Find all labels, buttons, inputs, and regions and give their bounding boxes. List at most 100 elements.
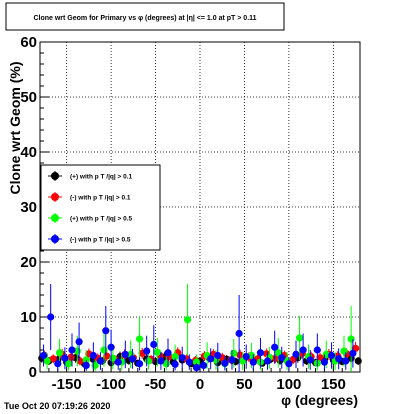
x-tick-label: 0 bbox=[196, 376, 204, 393]
data-point bbox=[128, 355, 137, 363]
data-point bbox=[75, 338, 83, 346]
data-point bbox=[164, 349, 172, 357]
data-point bbox=[249, 358, 257, 366]
data-point bbox=[285, 360, 293, 368]
data-point bbox=[114, 358, 122, 366]
data-point bbox=[335, 355, 343, 363]
axis-ticks: -150 -100 -50 0 50 100 150 0 10 20 30 40 50 60 bbox=[20, 34, 361, 393]
legend-entry: (+) with p T /|q| > 0.1 bbox=[48, 171, 133, 181]
x-tick-label: 150 bbox=[321, 376, 346, 393]
data-point bbox=[192, 358, 201, 366]
x-tick-label: -150 bbox=[52, 376, 82, 393]
data-point bbox=[327, 351, 336, 360]
legend-marker bbox=[51, 172, 59, 180]
data-point bbox=[153, 348, 161, 356]
legend-label: (-) with p T /|q| > 0.1 bbox=[70, 195, 131, 202]
title-box: Clone wrt Geom for Primary vs φ (degrees… bbox=[5, 2, 285, 31]
data-point bbox=[183, 316, 192, 324]
data-point bbox=[157, 357, 165, 365]
data-point bbox=[55, 349, 64, 357]
data-layer bbox=[38, 284, 362, 372]
legend-label: (+) with p T /|q| > 0.1 bbox=[70, 174, 133, 181]
data-point bbox=[340, 347, 348, 355]
data-point bbox=[313, 346, 321, 354]
data-point bbox=[49, 355, 57, 363]
data-point bbox=[39, 351, 48, 360]
data-point bbox=[278, 354, 286, 362]
data-point bbox=[100, 346, 108, 354]
data-point bbox=[295, 334, 304, 342]
data-point bbox=[349, 349, 357, 357]
data-point bbox=[89, 351, 97, 360]
data-point bbox=[76, 357, 84, 365]
data-point bbox=[230, 349, 238, 357]
data-point bbox=[236, 351, 244, 359]
x-axis-title: φ (degrees) bbox=[281, 392, 358, 408]
x-tick-label: 50 bbox=[236, 376, 253, 393]
legend-marker bbox=[51, 214, 59, 222]
data-point bbox=[235, 329, 243, 338]
data-point bbox=[107, 343, 115, 351]
timestamp: Tue Oct 20 07:19:26 2020 bbox=[4, 401, 110, 411]
data-point bbox=[67, 353, 75, 361]
data-point bbox=[342, 357, 350, 365]
data-point bbox=[199, 361, 208, 369]
data-point bbox=[54, 360, 62, 368]
data-point bbox=[256, 349, 265, 357]
x-tick-label: -50 bbox=[145, 376, 167, 393]
legend-entry: (-) with p T /|q| > 0.1 bbox=[48, 192, 131, 202]
data-point bbox=[103, 352, 111, 360]
data-point bbox=[61, 354, 69, 362]
data-point bbox=[43, 357, 51, 365]
data-point bbox=[306, 356, 314, 364]
data-point bbox=[192, 364, 201, 372]
y-tick-label: 50 bbox=[20, 89, 37, 106]
data-point bbox=[271, 343, 279, 351]
legend-box bbox=[40, 164, 161, 251]
data-point bbox=[171, 353, 179, 361]
legend-marker bbox=[51, 193, 59, 201]
legend-entry: (-) with p T /|q| > 0.5 bbox=[48, 234, 131, 244]
data-point bbox=[316, 354, 324, 362]
series-4 bbox=[39, 284, 357, 372]
data-point bbox=[263, 357, 272, 365]
data-point bbox=[150, 340, 158, 349]
data-point bbox=[354, 357, 362, 365]
chart-title: Clone wrt Geom for Primary vs φ (degrees… bbox=[33, 15, 256, 22]
data-point bbox=[347, 335, 355, 343]
data-point bbox=[185, 358, 193, 366]
data-point bbox=[47, 313, 55, 321]
data-point bbox=[242, 353, 250, 361]
y-tick-label: 60 bbox=[20, 34, 37, 51]
legend-label: (-) with p T /|q| > 0.5 bbox=[70, 237, 131, 244]
data-point bbox=[271, 354, 280, 362]
y-tick-label: 40 bbox=[20, 144, 37, 161]
x-tick-label: 100 bbox=[276, 376, 301, 393]
data-point bbox=[221, 359, 229, 367]
data-point bbox=[102, 327, 110, 335]
data-point bbox=[274, 349, 282, 357]
y-tick-label: 30 bbox=[20, 199, 37, 216]
data-point bbox=[135, 360, 144, 368]
data-point bbox=[143, 347, 151, 355]
data-point bbox=[228, 356, 236, 364]
y-axis-title: Clone wrt Geom (%) bbox=[7, 61, 23, 194]
data-point bbox=[299, 346, 307, 354]
y-tick-label: 0 bbox=[29, 364, 37, 381]
data-point bbox=[96, 357, 105, 365]
y-tick-label: 20 bbox=[20, 254, 37, 271]
legend-marker bbox=[51, 235, 59, 243]
data-point bbox=[207, 355, 215, 363]
legend-label: (+) with p T /|q| > 0.5 bbox=[70, 216, 133, 223]
data-point bbox=[171, 360, 179, 368]
y-tick-label: 10 bbox=[20, 309, 37, 326]
data-point bbox=[121, 350, 129, 358]
x-tick-label: -100 bbox=[96, 376, 126, 393]
data-point bbox=[144, 357, 153, 365]
data-point bbox=[292, 350, 300, 358]
data-point bbox=[68, 346, 76, 354]
data-point bbox=[320, 358, 329, 366]
legend-entry: (+) with p T /|q| > 0.5 bbox=[48, 213, 133, 223]
data-point bbox=[214, 351, 222, 360]
